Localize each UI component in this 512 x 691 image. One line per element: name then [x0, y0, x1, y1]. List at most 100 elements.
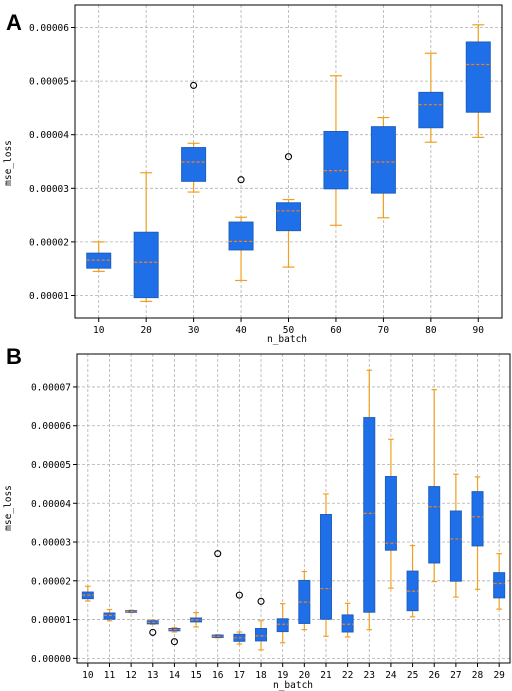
panel-a-letter: A	[6, 10, 22, 35]
panel-b-x-tick-label: 20	[299, 670, 311, 681]
panel-a-box-20	[133, 172, 159, 302]
panel-a-y-tick-label: 0.00003	[29, 184, 69, 195]
iqr-box	[471, 491, 484, 547]
panel-b-box-22	[341, 602, 354, 638]
panel-a-x-tick-label: 40	[235, 325, 247, 336]
iqr-box	[276, 618, 289, 633]
panel-b-box-12	[125, 609, 138, 614]
iqr-box	[418, 91, 444, 129]
panel-b-y-tick-label: 0.00004	[31, 499, 71, 510]
panel-a-x-tick-label: 70	[378, 325, 390, 336]
panel-b-xlabel: n_batch	[273, 680, 313, 691]
panel-a-x-tick-label: 90	[473, 325, 485, 336]
panel-b: B n_batch mse_loss 0.00000 0.00001 0.00002…	[3, 344, 511, 691]
panel-b-box-27	[449, 473, 462, 598]
outlier-point	[257, 597, 265, 605]
iqr-box	[181, 147, 207, 182]
panel-a-boxes	[86, 24, 491, 302]
panel-b-x-tick-label: 13	[147, 670, 158, 681]
panel-b-x-tick-label: 16	[212, 670, 224, 681]
panel-b-box-19	[276, 603, 289, 644]
panel-b-box-28	[471, 476, 484, 590]
panel-a-y-tick-label: 0.00006	[29, 23, 69, 34]
panel-b-x-tick-label: 10	[82, 670, 94, 681]
iqr-box	[228, 221, 254, 251]
panel-b-y-tick-label: 0.00003	[31, 538, 71, 549]
panel-a-box-90	[465, 24, 491, 138]
panel-b-x-tick-label: 19	[277, 670, 289, 681]
panel-b-y-tick-label: 0.00005	[31, 460, 71, 471]
iqr-box	[323, 130, 349, 190]
outlier-point	[284, 153, 293, 161]
panel-b-x-tick-label: 25	[407, 670, 418, 681]
panel-b-axes: 0.00000 0.00001 0.00002 0.00003 0.00004 0.000…	[31, 353, 511, 681]
panel-b-x-tick-label: 23	[364, 670, 375, 681]
panel-b-box-14	[168, 627, 181, 646]
outlier-point	[149, 628, 157, 636]
panel-b-plot-frame	[76, 353, 511, 664]
panel-a-box-10	[86, 241, 112, 272]
iqr-box	[449, 510, 462, 582]
panel-b-x-tick-label: 17	[234, 670, 245, 681]
panel-a-x-tick-label: 60	[330, 325, 342, 336]
panel-a-x-tick-label: 50	[283, 325, 295, 336]
panel-b-box-15	[190, 611, 203, 628]
iqr-box	[428, 486, 441, 564]
outlier-point	[170, 638, 178, 646]
panel-b-box-25	[406, 544, 419, 618]
iqr-box	[493, 572, 506, 599]
panel-b-grid	[77, 354, 510, 663]
panel-b-box-11	[103, 608, 116, 622]
iqr-box	[363, 417, 376, 613]
outlier-point	[214, 550, 222, 558]
panel-b-letter: B	[6, 344, 22, 369]
panel-b-box-26	[428, 389, 441, 583]
panel-b-x-tick-label: 12	[125, 670, 136, 681]
iqr-box	[255, 627, 268, 642]
panel-a-y-tick-label: 0.00005	[29, 77, 69, 88]
panel-b-y-tick-label: 0.00000	[31, 654, 71, 665]
panel-b-x-tick-label: 15	[190, 670, 201, 681]
panel-b-x-tick-label: 22	[342, 670, 353, 681]
panel-a-x-tick-label: 20	[140, 325, 152, 336]
panel-b-x-tick-label: 29	[493, 670, 505, 681]
panel-a-box-60	[323, 75, 349, 226]
panel-a-plot-frame	[74, 4, 503, 319]
outlier-point	[190, 81, 198, 89]
panel-b-x-tick-label: 27	[450, 670, 461, 681]
panel-b-x-tick-label: 24	[385, 670, 397, 681]
panel-b-x-tick-label: 21	[320, 670, 332, 681]
panel-b-box-24	[384, 438, 397, 589]
panel-b-x-tick-label: 28	[472, 670, 484, 681]
panel-a-x-tick-label: 10	[93, 325, 105, 336]
panel-b-x-tick-label: 18	[255, 670, 267, 681]
panel-a-box-50	[276, 153, 301, 268]
panel-a-y-tick-label: 0.00001	[29, 291, 69, 302]
panel-b-box-13	[146, 619, 159, 636]
panel-b-y-tick-label: 0.00001	[31, 615, 71, 626]
panel-a-box-80	[418, 52, 444, 143]
panel-b-box-29	[493, 553, 506, 610]
panel-b-y-tick-label: 0.00007	[31, 382, 71, 393]
panel-a-x-tick-label: 80	[425, 325, 437, 336]
panel-b-y-tick-label: 0.00002	[31, 576, 71, 587]
outlier-point	[235, 591, 243, 599]
panel-b-box-10	[81, 585, 94, 602]
panel-b-x-tick-label: 14	[169, 670, 181, 681]
panel-b-x-tick-label: 26	[428, 670, 440, 681]
iqr-box	[319, 514, 332, 620]
panel-a-y-tick-label: 0.00002	[29, 237, 69, 248]
outlier-point	[237, 176, 245, 184]
panel-a-box-70	[370, 116, 396, 219]
panel-a-y-tick-label: 0.00004	[29, 130, 69, 141]
panel-a-box-40	[228, 176, 254, 282]
iqr-box	[384, 476, 397, 551]
iqr-box	[103, 612, 116, 620]
iqr-box	[276, 202, 301, 232]
iqr-box	[465, 41, 491, 113]
panel-b-box-21	[319, 493, 332, 637]
panel-a-box-30	[181, 81, 207, 193]
panel-a-x-tick-label: 30	[188, 325, 200, 336]
